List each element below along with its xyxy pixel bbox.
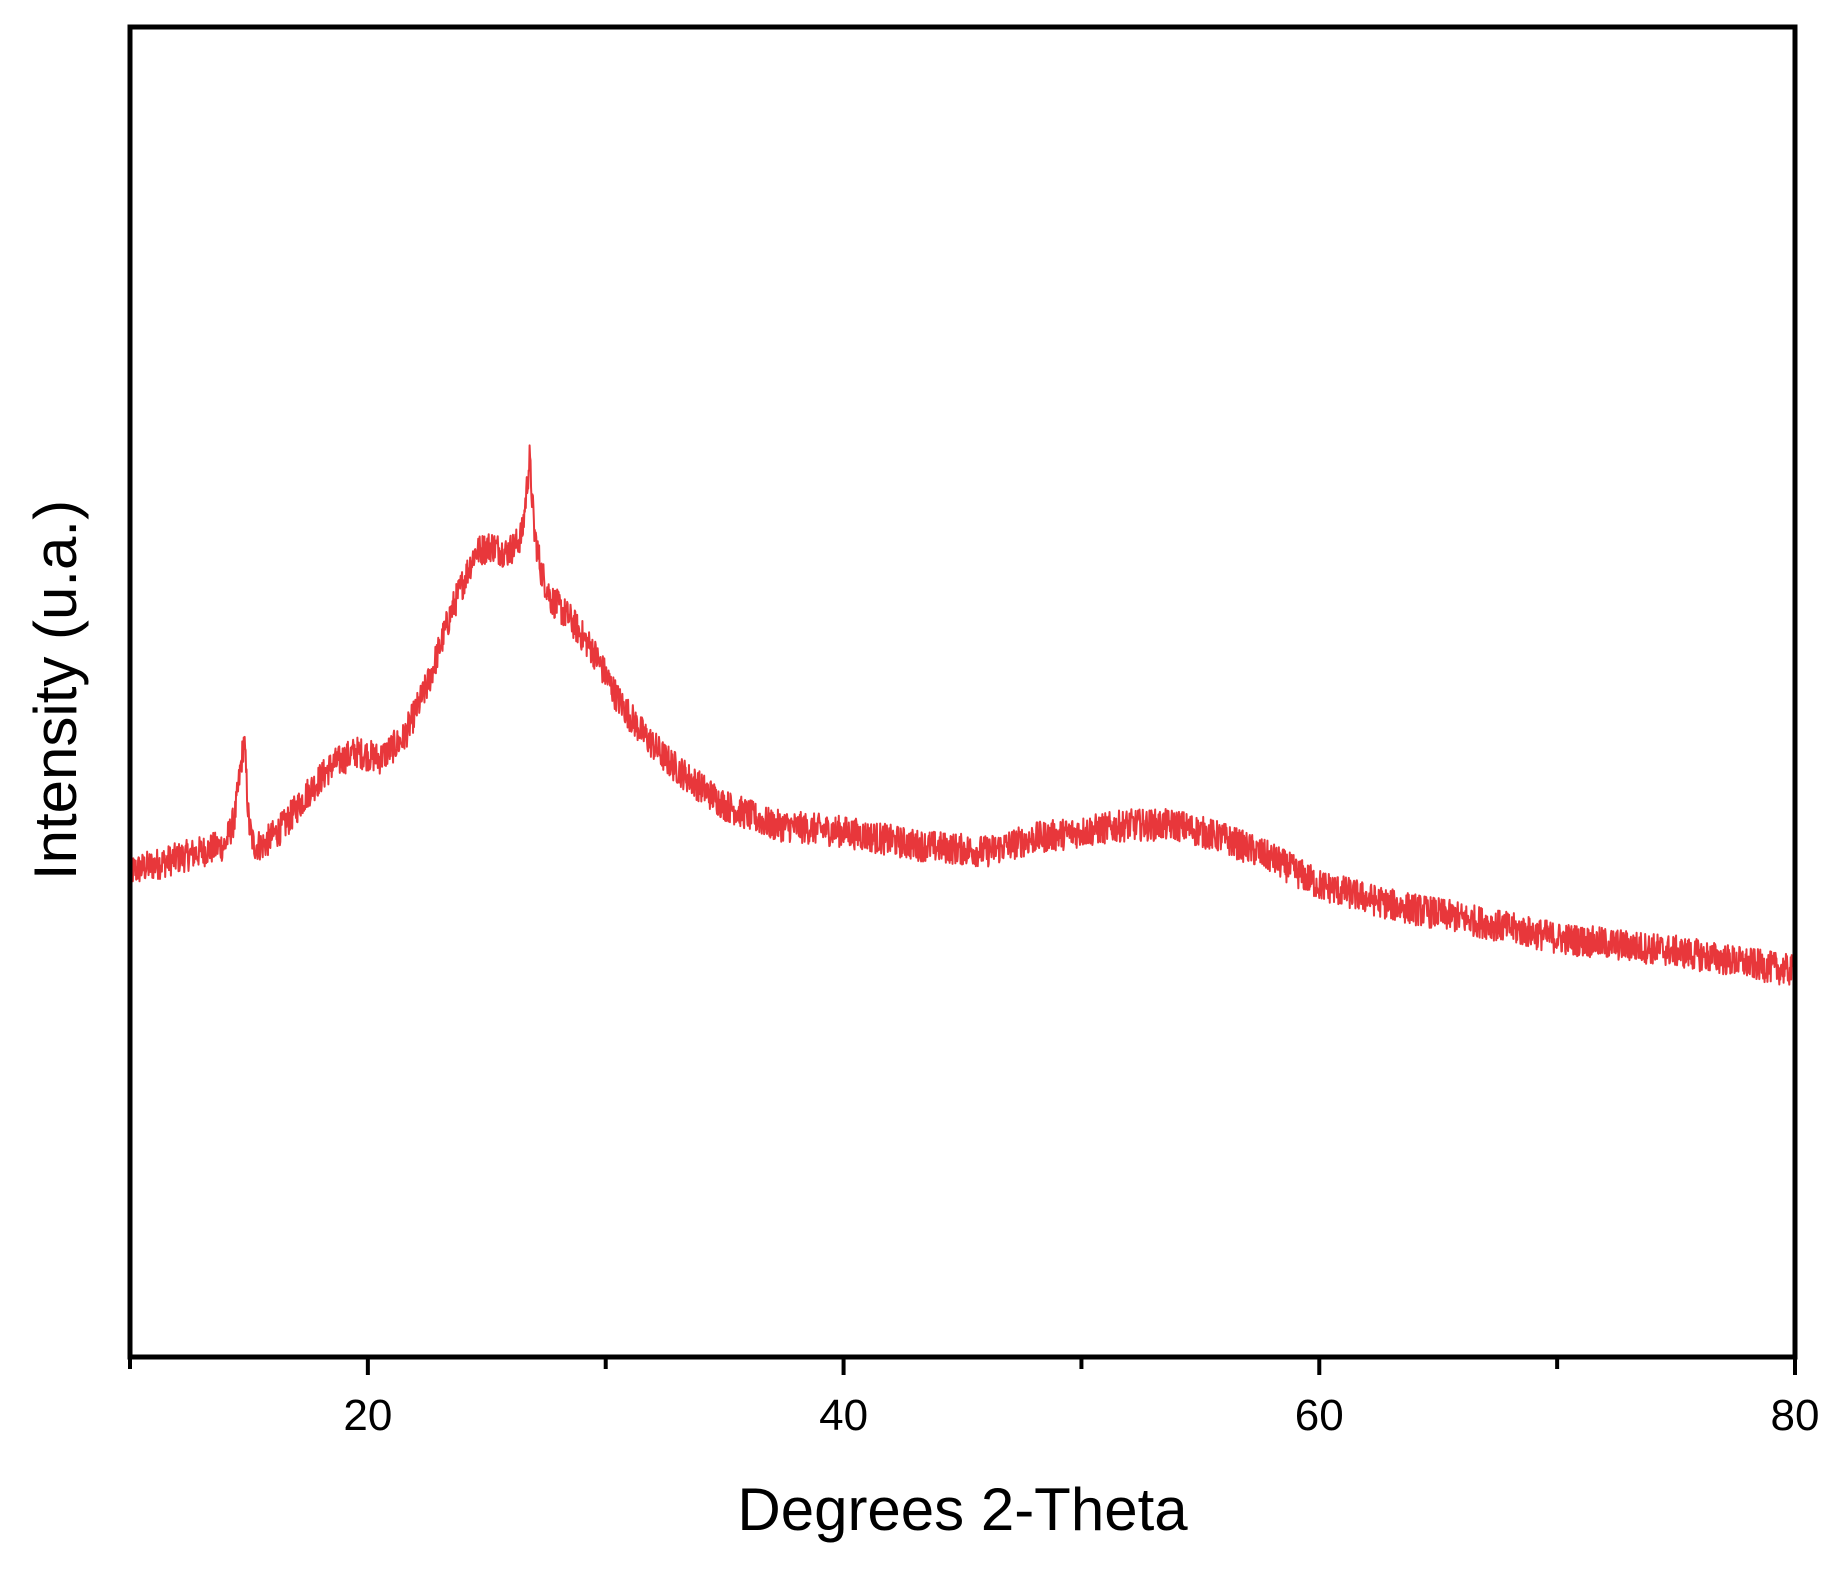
plot-frame — [127, 24, 1798, 1360]
x-axis-tick-labels: 20 40 60 80 — [343, 1391, 1819, 1440]
x-axis-title: Degrees 2-Theta — [737, 1476, 1188, 1543]
x-tick-label: 20 — [343, 1391, 392, 1440]
x-tick-label: 80 — [1771, 1391, 1820, 1440]
x-tick-label: 40 — [819, 1391, 868, 1440]
y-axis-title: Intensity (u.a.) — [22, 500, 89, 880]
x-tick-label: 60 — [1295, 1391, 1344, 1440]
plot-area — [127, 24, 1798, 1360]
series-line — [129, 444, 1796, 986]
x-axis-ticks — [128, 1357, 1797, 1375]
